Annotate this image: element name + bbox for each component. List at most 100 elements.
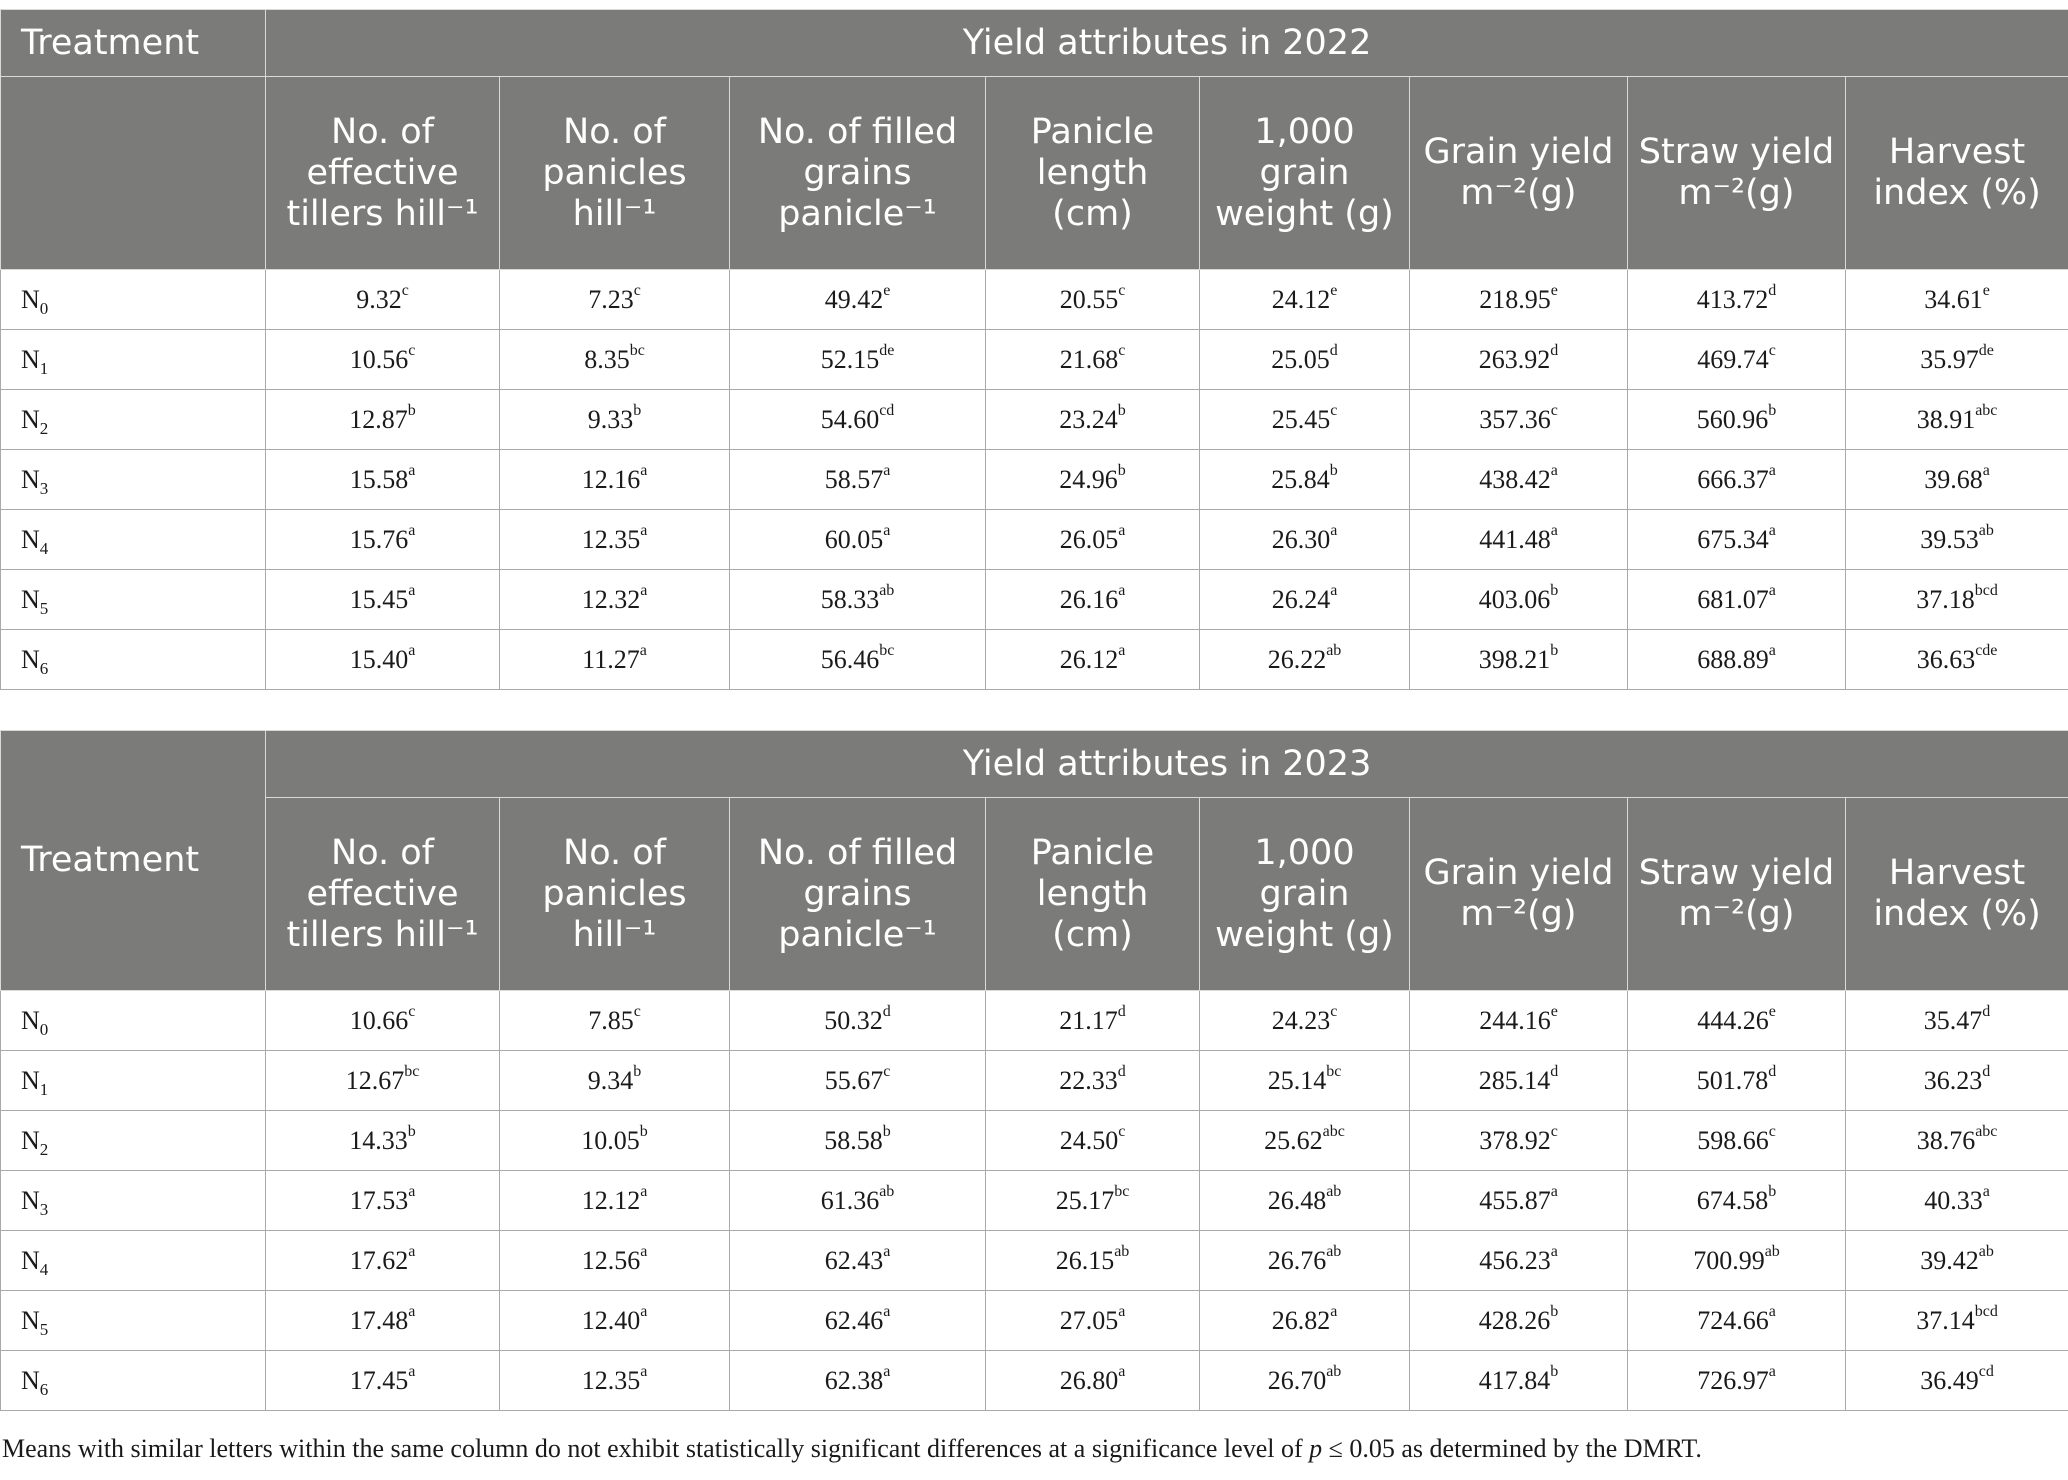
value-cell: 26.80a (985, 1350, 1200, 1411)
significance-letter: b (1117, 401, 1126, 419)
significance-letter: ab (1978, 521, 1994, 539)
value-cell: 26.30a (1199, 509, 1410, 570)
cell-value: 38.91 (1916, 404, 1976, 434)
significance-letter: abc (1322, 1122, 1345, 1140)
value-cell: 24.12e (1199, 269, 1410, 330)
value-cell: 26.22ab (1199, 629, 1410, 690)
significance-letter: c (1330, 1002, 1338, 1020)
cell-value: 39.53 (1920, 524, 1979, 554)
significance-letter: a (640, 1302, 648, 1320)
cell-value: 25.62 (1264, 1125, 1323, 1155)
table-row: N2 12.87b 9.33b 54.60cd 23.24b 25.45c 357.36c 5… (0, 389, 2068, 450)
significance-letter: a (640, 1182, 648, 1200)
significance-letter: ab (879, 1182, 895, 1200)
col-panicle-length: Panicle length (cm) (985, 797, 1200, 991)
value-cell: 560.96b (1627, 389, 1846, 450)
significance-letter: de (879, 341, 895, 359)
cell-value: 20.55 (1059, 284, 1119, 314)
treatment-letter: N (21, 1305, 40, 1335)
cell-value: 54.60 (820, 404, 880, 434)
value-cell: 263.92d (1409, 329, 1628, 390)
value-cell: 50.32d (729, 990, 986, 1051)
treatment-letter: N (21, 404, 40, 434)
table-row: N3 17.53a 12.12a 61.36ab 25.17bc 26.48ab 455.8… (0, 1170, 2068, 1231)
treatment-index: 1 (39, 358, 49, 378)
significance-letter: e (1768, 1002, 1776, 1020)
value-cell: 14.33b (265, 1110, 500, 1171)
significance-letter: a (640, 1242, 648, 1260)
cell-value: 26.05 (1059, 524, 1119, 554)
value-cell: 26.48ab (1199, 1170, 1410, 1231)
cell-value: 666.37 (1697, 464, 1769, 494)
value-cell: 726.97a (1627, 1350, 1846, 1411)
value-cell: 438.42a (1409, 449, 1628, 510)
significance-letter: a (408, 1362, 416, 1380)
significance-letter: b (639, 1122, 648, 1140)
value-cell: 12.67bc (265, 1050, 500, 1111)
significance-letter: c (1118, 341, 1126, 359)
significance-letter: ab (1326, 641, 1342, 659)
significance-letter: a (1550, 1182, 1558, 1200)
footnote-p: p (1309, 1434, 1323, 1463)
cell-value: 25.14 (1267, 1065, 1327, 1095)
cell-value: 12.32 (581, 584, 641, 614)
significance-letter: d (1768, 281, 1777, 299)
treatment-cell: N3 (0, 449, 266, 510)
table-row: N1 10.56c 8.35bc 52.15de 21.68c 25.05d 263.92d… (0, 329, 2068, 390)
significance-letter: a (1118, 1302, 1126, 1320)
table-body: N0 10.66c 7.85c 50.32d 21.17d 24.23c 244.16e 44… (0, 990, 2068, 1411)
cell-value: 55.67 (824, 1065, 884, 1095)
value-cell: 24.50c (985, 1110, 1200, 1171)
value-cell: 56.46bc (729, 629, 986, 690)
cell-value: 456.23 (1479, 1245, 1551, 1275)
table-row: N5 15.45a 12.32a 58.33ab 26.16a 26.24a 403.06b… (0, 569, 2068, 630)
col-effective-tillers: No. of effective tillers hill⁻¹ (265, 797, 500, 991)
cell-value: 25.05 (1271, 344, 1330, 374)
value-cell: 444.26e (1627, 990, 1846, 1051)
significance-letter: a (408, 521, 416, 539)
table-row: N3 15.58a 12.16a 58.57a 24.96b 25.84b 438.42a 6… (0, 449, 2068, 510)
cell-value: 26.76 (1267, 1245, 1327, 1275)
significance-letter: a (1768, 1302, 1776, 1320)
significance-letter: a (1330, 1302, 1338, 1320)
cell-value: 9.34 (587, 1065, 634, 1095)
value-cell: 417.84b (1409, 1350, 1628, 1411)
significance-letter: b (1329, 461, 1338, 479)
significance-letter: a (883, 1302, 891, 1320)
table-row: N4 17.62a 12.56a 62.43a 26.15ab 26.76ab 456.23… (0, 1230, 2068, 1291)
value-cell: 25.62abc (1199, 1110, 1410, 1171)
cell-value: 10.66 (349, 1005, 409, 1035)
value-cell: 55.67c (729, 1050, 986, 1111)
significance-letter: c (408, 1002, 416, 1020)
cell-value: 14.33 (349, 1125, 408, 1155)
treatment-letter: N (21, 1065, 40, 1095)
value-cell: 17.62a (265, 1230, 500, 1291)
cell-value: 26.12 (1059, 644, 1119, 674)
treatment-cell: N6 (0, 629, 266, 690)
significance-letter: c (1550, 1122, 1558, 1140)
cell-value: 7.23 (588, 284, 634, 314)
cell-value: 11.27 (582, 644, 640, 674)
treatment-cell: N5 (0, 1290, 266, 1351)
cell-value: 23.24 (1059, 404, 1118, 434)
significance-letter: b (1550, 1362, 1559, 1380)
value-cell: 35.47d (1844, 990, 2068, 1051)
cell-value: 15.40 (349, 644, 409, 674)
significance-letter: b (882, 1122, 891, 1140)
value-cell: 52.15de (729, 329, 986, 390)
significance-letter: e (1550, 1002, 1558, 1020)
value-cell: 39.42ab (1844, 1230, 2068, 1291)
cell-value: 724.66 (1697, 1305, 1769, 1335)
table-row: N0 9.32c 7.23c 49.42e 20.55c 24.12e 218.95e 413… (0, 269, 2068, 330)
cell-value: 35.47 (1923, 1005, 1983, 1035)
significance-letter: a (408, 461, 416, 479)
cell-value: 49.42 (824, 284, 884, 314)
treatment-index: 6 (39, 1379, 49, 1399)
value-cell: 675.34a (1627, 509, 1846, 570)
cell-value: 39.42 (1920, 1245, 1979, 1275)
value-cell: 9.33b (499, 389, 730, 450)
significance-letter: b (1768, 401, 1777, 419)
significance-letter: c (1768, 1122, 1776, 1140)
cell-value: 22.33 (1059, 1065, 1118, 1095)
value-cell: 25.84b (1199, 449, 1410, 510)
